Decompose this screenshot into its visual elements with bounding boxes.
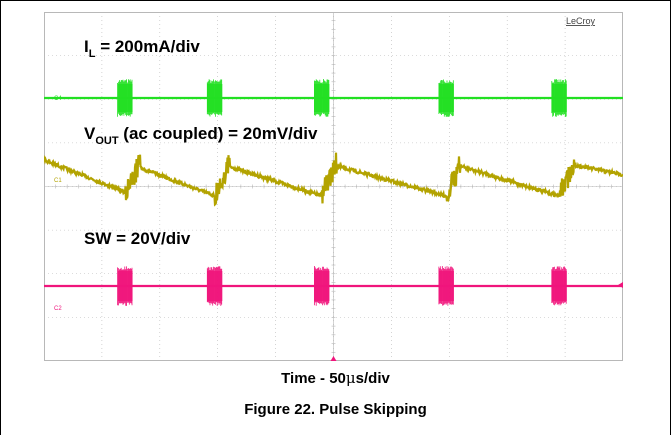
time-suffix: s/div [355,370,390,387]
time-prefix: Time - 50 [281,370,346,387]
trigger-level-marker [618,282,623,288]
trace-layer [44,79,623,306]
sw-trace-burst-edge [117,266,133,306]
figure-caption: Figure 22. Pulse Skipping [244,401,427,418]
il-trace-burst-edge [117,79,133,117]
sw-trace-burst-edge [438,266,454,306]
sw-trace [44,266,623,306]
time-mu: μ [345,369,356,387]
vout-waveform [44,152,623,207]
time-axis-label: Time - 50μs/div [0,369,671,387]
il-trace-burst-edge [551,79,567,117]
oscilloscope-screen: LeCroy IL = 200mA/div VOUT (ac coupled) … [44,12,623,361]
frame-left-border [0,0,1,435]
il-label-sub: L [89,48,96,60]
il-trace-burst-edge [206,79,223,117]
il-trace-burst-edge [314,79,330,117]
il-label-rest: = 200mA/div [95,37,200,56]
c4-marker: C4 [54,96,62,102]
vout-label-main: V [84,124,96,143]
sw-trace-burst-edge [314,266,330,306]
c2-marker: C2 [54,306,62,312]
scope-chart: LeCroy IL = 200mA/div VOUT (ac coupled) … [44,12,623,361]
sw-scale-label: SW = 20V/div [84,229,191,248]
sw-trace-burst-edge [206,266,223,306]
frame-top-border [0,0,671,1]
il-trace [44,79,623,117]
vout-label-sub: OUT [95,135,119,147]
sw-trace-burst-edge [551,266,567,306]
il-scale-label: IL = 200mA/div [84,37,200,60]
c1-marker: C1 [54,178,62,184]
il-trace-burst-edge [438,79,454,117]
trigger-time-marker [330,356,337,361]
lecroy-brand: LeCroy [566,16,596,26]
scope-grid [44,12,623,361]
vout-label-rest: (ac coupled) = 20mV/div [119,124,318,143]
vout-scale-label: VOUT (ac coupled) = 20mV/div [84,124,318,147]
il-label-main: I [84,37,89,56]
vout-trace [44,152,623,207]
channel-markers: C4 C1 C2 [54,96,623,361]
